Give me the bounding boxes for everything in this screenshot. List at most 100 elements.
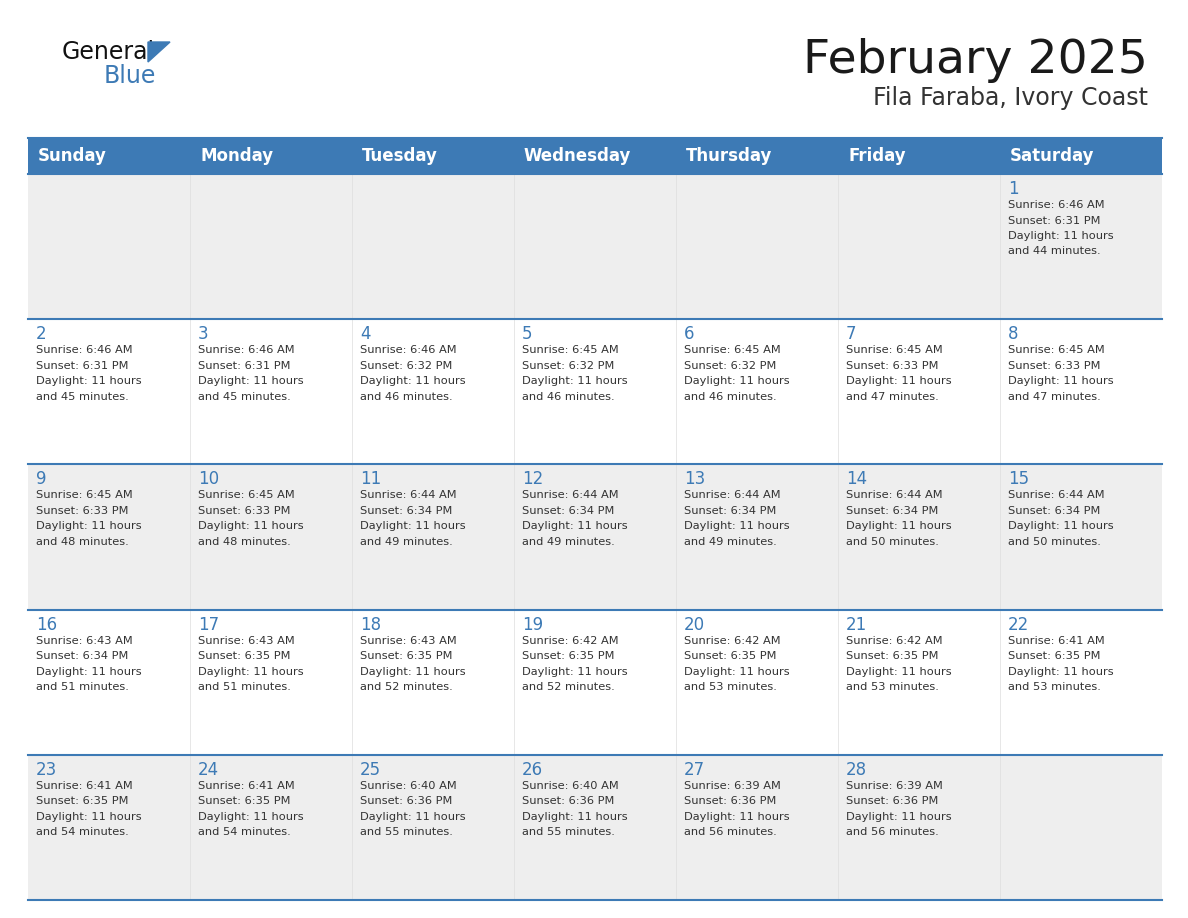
Text: 8: 8 — [1007, 325, 1018, 343]
Text: and 56 minutes.: and 56 minutes. — [684, 827, 777, 837]
Text: and 46 minutes.: and 46 minutes. — [684, 392, 777, 402]
Bar — [29, 138, 1162, 174]
Text: Sunset: 6:31 PM: Sunset: 6:31 PM — [198, 361, 291, 371]
Text: Sunset: 6:36 PM: Sunset: 6:36 PM — [846, 796, 939, 806]
Bar — [29, 138, 1162, 900]
Text: Fila Faraba, Ivory Coast: Fila Faraba, Ivory Coast — [873, 86, 1148, 110]
Text: Blue: Blue — [105, 64, 157, 88]
Text: Sunset: 6:34 PM: Sunset: 6:34 PM — [360, 506, 453, 516]
Text: Sunrise: 6:46 AM: Sunrise: 6:46 AM — [1007, 200, 1105, 210]
Text: and 48 minutes.: and 48 minutes. — [36, 537, 128, 547]
Text: 4: 4 — [360, 325, 371, 343]
Text: General: General — [62, 40, 156, 64]
Text: Sunset: 6:35 PM: Sunset: 6:35 PM — [684, 651, 777, 661]
Text: Sunrise: 6:44 AM: Sunrise: 6:44 AM — [684, 490, 781, 500]
Text: Daylight: 11 hours: Daylight: 11 hours — [36, 812, 141, 822]
Text: 22: 22 — [1007, 616, 1029, 633]
Text: Sunrise: 6:45 AM: Sunrise: 6:45 AM — [198, 490, 295, 500]
Text: Sunrise: 6:43 AM: Sunrise: 6:43 AM — [198, 635, 295, 645]
Text: 18: 18 — [360, 616, 381, 633]
Text: Sunset: 6:34 PM: Sunset: 6:34 PM — [1007, 506, 1100, 516]
Text: Sunrise: 6:45 AM: Sunrise: 6:45 AM — [684, 345, 781, 355]
Text: Sunrise: 6:42 AM: Sunrise: 6:42 AM — [522, 635, 619, 645]
Text: Daylight: 11 hours: Daylight: 11 hours — [684, 521, 790, 532]
Text: 17: 17 — [198, 616, 219, 633]
Text: Sunrise: 6:43 AM: Sunrise: 6:43 AM — [36, 635, 133, 645]
Text: Daylight: 11 hours: Daylight: 11 hours — [846, 666, 952, 677]
Text: and 50 minutes.: and 50 minutes. — [1007, 537, 1101, 547]
Text: 20: 20 — [684, 616, 706, 633]
Text: Sunset: 6:31 PM: Sunset: 6:31 PM — [36, 361, 128, 371]
Text: Sunset: 6:32 PM: Sunset: 6:32 PM — [684, 361, 777, 371]
Text: Wednesday: Wednesday — [524, 147, 631, 165]
Text: 23: 23 — [36, 761, 57, 778]
Text: Sunrise: 6:44 AM: Sunrise: 6:44 AM — [522, 490, 619, 500]
Text: Saturday: Saturday — [1010, 147, 1094, 165]
Text: Daylight: 11 hours: Daylight: 11 hours — [522, 521, 627, 532]
Text: 27: 27 — [684, 761, 706, 778]
Text: Sunset: 6:34 PM: Sunset: 6:34 PM — [684, 506, 777, 516]
Text: and 46 minutes.: and 46 minutes. — [522, 392, 614, 402]
Text: and 56 minutes.: and 56 minutes. — [846, 827, 939, 837]
Polygon shape — [148, 42, 170, 62]
Text: Daylight: 11 hours: Daylight: 11 hours — [36, 666, 141, 677]
Text: and 54 minutes.: and 54 minutes. — [36, 827, 128, 837]
Text: and 46 minutes.: and 46 minutes. — [360, 392, 453, 402]
Text: Sunset: 6:33 PM: Sunset: 6:33 PM — [198, 506, 291, 516]
Text: Sunrise: 6:46 AM: Sunrise: 6:46 AM — [36, 345, 133, 355]
Text: Daylight: 11 hours: Daylight: 11 hours — [1007, 666, 1113, 677]
Text: February 2025: February 2025 — [803, 38, 1148, 83]
Text: Daylight: 11 hours: Daylight: 11 hours — [36, 376, 141, 386]
Text: 13: 13 — [684, 470, 706, 488]
Text: Sunrise: 6:40 AM: Sunrise: 6:40 AM — [360, 781, 456, 790]
Text: 6: 6 — [684, 325, 695, 343]
Text: Daylight: 11 hours: Daylight: 11 hours — [360, 666, 466, 677]
Text: Sunset: 6:34 PM: Sunset: 6:34 PM — [522, 506, 614, 516]
Text: Sunset: 6:36 PM: Sunset: 6:36 PM — [684, 796, 777, 806]
Text: 9: 9 — [36, 470, 46, 488]
Text: Daylight: 11 hours: Daylight: 11 hours — [198, 666, 304, 677]
Text: Daylight: 11 hours: Daylight: 11 hours — [360, 376, 466, 386]
Text: and 44 minutes.: and 44 minutes. — [1007, 247, 1100, 256]
Text: Sunrise: 6:41 AM: Sunrise: 6:41 AM — [198, 781, 295, 790]
Text: Daylight: 11 hours: Daylight: 11 hours — [684, 812, 790, 822]
Text: and 47 minutes.: and 47 minutes. — [846, 392, 939, 402]
Text: Daylight: 11 hours: Daylight: 11 hours — [522, 666, 627, 677]
Text: 19: 19 — [522, 616, 543, 633]
Text: Daylight: 11 hours: Daylight: 11 hours — [684, 666, 790, 677]
Text: Sunrise: 6:42 AM: Sunrise: 6:42 AM — [846, 635, 942, 645]
Text: and 52 minutes.: and 52 minutes. — [522, 682, 614, 692]
Text: Sunrise: 6:41 AM: Sunrise: 6:41 AM — [36, 781, 133, 790]
Text: and 53 minutes.: and 53 minutes. — [684, 682, 777, 692]
Text: Daylight: 11 hours: Daylight: 11 hours — [522, 376, 627, 386]
Text: Sunset: 6:35 PM: Sunset: 6:35 PM — [198, 651, 291, 661]
Text: Sunrise: 6:46 AM: Sunrise: 6:46 AM — [360, 345, 456, 355]
Text: and 53 minutes.: and 53 minutes. — [846, 682, 939, 692]
Text: 10: 10 — [198, 470, 219, 488]
Text: Sunrise: 6:45 AM: Sunrise: 6:45 AM — [522, 345, 619, 355]
Text: Daylight: 11 hours: Daylight: 11 hours — [198, 376, 304, 386]
Text: 21: 21 — [846, 616, 867, 633]
Text: 15: 15 — [1007, 470, 1029, 488]
Text: and 51 minutes.: and 51 minutes. — [198, 682, 291, 692]
Text: Sunrise: 6:40 AM: Sunrise: 6:40 AM — [522, 781, 619, 790]
Text: and 53 minutes.: and 53 minutes. — [1007, 682, 1101, 692]
Text: Sunrise: 6:45 AM: Sunrise: 6:45 AM — [1007, 345, 1105, 355]
Text: and 48 minutes.: and 48 minutes. — [198, 537, 291, 547]
Text: Sunset: 6:33 PM: Sunset: 6:33 PM — [1007, 361, 1100, 371]
Text: 7: 7 — [846, 325, 857, 343]
Text: and 55 minutes.: and 55 minutes. — [360, 827, 453, 837]
Text: Sunset: 6:35 PM: Sunset: 6:35 PM — [522, 651, 614, 661]
Text: Sunrise: 6:42 AM: Sunrise: 6:42 AM — [684, 635, 781, 645]
Text: Daylight: 11 hours: Daylight: 11 hours — [198, 812, 304, 822]
Text: Sunset: 6:35 PM: Sunset: 6:35 PM — [198, 796, 291, 806]
Text: Sunset: 6:34 PM: Sunset: 6:34 PM — [36, 651, 128, 661]
Text: 2: 2 — [36, 325, 46, 343]
Text: Daylight: 11 hours: Daylight: 11 hours — [1007, 231, 1113, 241]
Text: and 45 minutes.: and 45 minutes. — [36, 392, 128, 402]
Text: Daylight: 11 hours: Daylight: 11 hours — [36, 521, 141, 532]
Text: Daylight: 11 hours: Daylight: 11 hours — [846, 521, 952, 532]
Text: and 54 minutes.: and 54 minutes. — [198, 827, 291, 837]
Text: Daylight: 11 hours: Daylight: 11 hours — [360, 521, 466, 532]
Text: Sunrise: 6:45 AM: Sunrise: 6:45 AM — [36, 490, 133, 500]
